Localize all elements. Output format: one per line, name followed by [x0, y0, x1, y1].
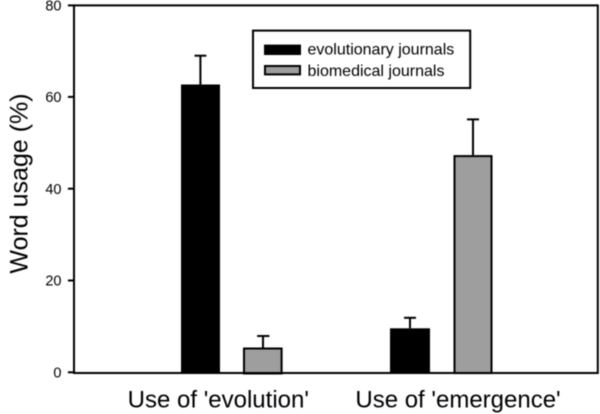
svg-text:20: 20 — [45, 274, 61, 290]
svg-text:60: 60 — [45, 90, 61, 106]
svg-text:Use of 'evolution': Use of 'evolution' — [128, 387, 309, 414]
svg-text:biomedical journals: biomedical journals — [308, 63, 445, 80]
svg-text:80: 80 — [45, 0, 61, 15]
svg-text:Word usage (%): Word usage (%) — [6, 93, 34, 273]
svg-text:40: 40 — [45, 182, 61, 198]
svg-text:0: 0 — [53, 366, 61, 382]
svg-text:evolutionary journals: evolutionary journals — [308, 42, 455, 59]
svg-text:Use of 'emergence': Use of 'emergence' — [355, 387, 560, 414]
